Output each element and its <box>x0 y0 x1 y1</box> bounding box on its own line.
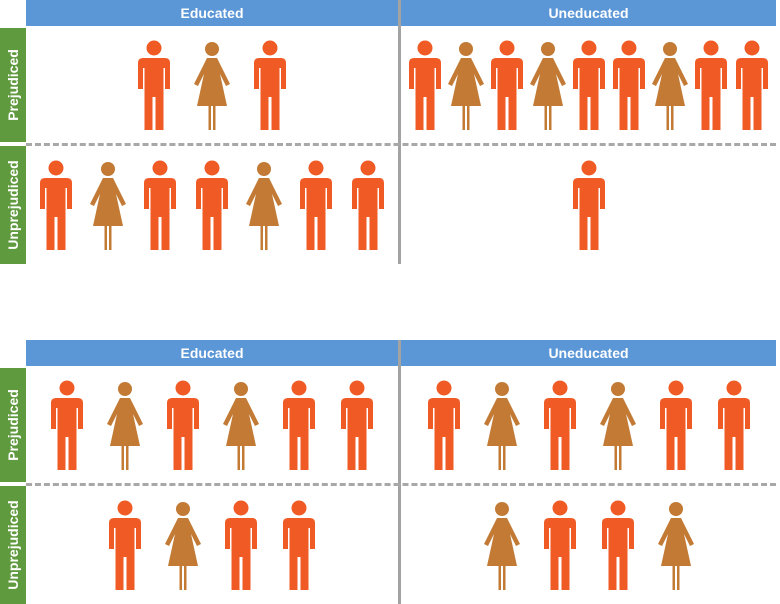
man-icon <box>192 160 232 252</box>
woman-icon <box>598 380 638 472</box>
man-icon <box>487 40 527 132</box>
row-label-unprejudiced: Unprejudiced <box>0 486 26 604</box>
woman-icon <box>656 500 696 592</box>
man-icon <box>424 380 464 472</box>
row-label-prejudiced: Prejudiced <box>0 28 26 142</box>
woman-icon <box>105 380 145 472</box>
man-icon <box>405 40 445 132</box>
column-divider <box>398 340 401 604</box>
column-divider <box>398 0 401 264</box>
man-icon <box>163 380 203 472</box>
man-icon <box>36 160 76 252</box>
man-icon <box>337 380 377 472</box>
man-icon <box>140 160 180 252</box>
man-icon <box>105 500 145 592</box>
man-icon <box>279 380 319 472</box>
row-label-prejudiced: Prejudiced <box>0 368 26 482</box>
woman-icon <box>482 500 522 592</box>
man-icon <box>221 500 261 592</box>
man-icon <box>348 160 388 252</box>
woman-icon <box>528 40 568 132</box>
man-icon <box>250 40 290 132</box>
man-icon <box>569 160 609 252</box>
man-icon <box>540 500 580 592</box>
column-header-educated: Educated <box>26 340 398 366</box>
woman-icon <box>446 40 486 132</box>
woman-icon <box>221 380 261 472</box>
woman-icon <box>650 40 690 132</box>
man-icon <box>691 40 731 132</box>
man-icon <box>656 380 696 472</box>
woman-icon <box>192 40 232 132</box>
man-icon <box>609 40 649 132</box>
row-label-unprejudiced: Unprejudiced <box>0 146 26 264</box>
panel-1: Educated Uneducated Prejudiced Unprejudi… <box>0 0 780 264</box>
man-icon <box>598 500 638 592</box>
column-header-uneducated: Uneducated <box>401 0 776 26</box>
man-icon <box>47 380 87 472</box>
man-icon <box>569 40 609 132</box>
man-icon <box>134 40 174 132</box>
woman-icon <box>482 380 522 472</box>
column-header-educated: Educated <box>26 0 398 26</box>
man-icon <box>279 500 319 592</box>
row-divider <box>26 143 776 146</box>
woman-icon <box>163 500 203 592</box>
man-icon <box>714 380 754 472</box>
row-divider <box>26 483 776 486</box>
man-icon <box>296 160 336 252</box>
panel-2: Educated Uneducated Prejudiced Unprejudi… <box>0 340 780 604</box>
column-header-uneducated: Uneducated <box>401 340 776 366</box>
man-icon <box>732 40 772 132</box>
woman-icon <box>88 160 128 252</box>
man-icon <box>540 380 580 472</box>
woman-icon <box>244 160 284 252</box>
